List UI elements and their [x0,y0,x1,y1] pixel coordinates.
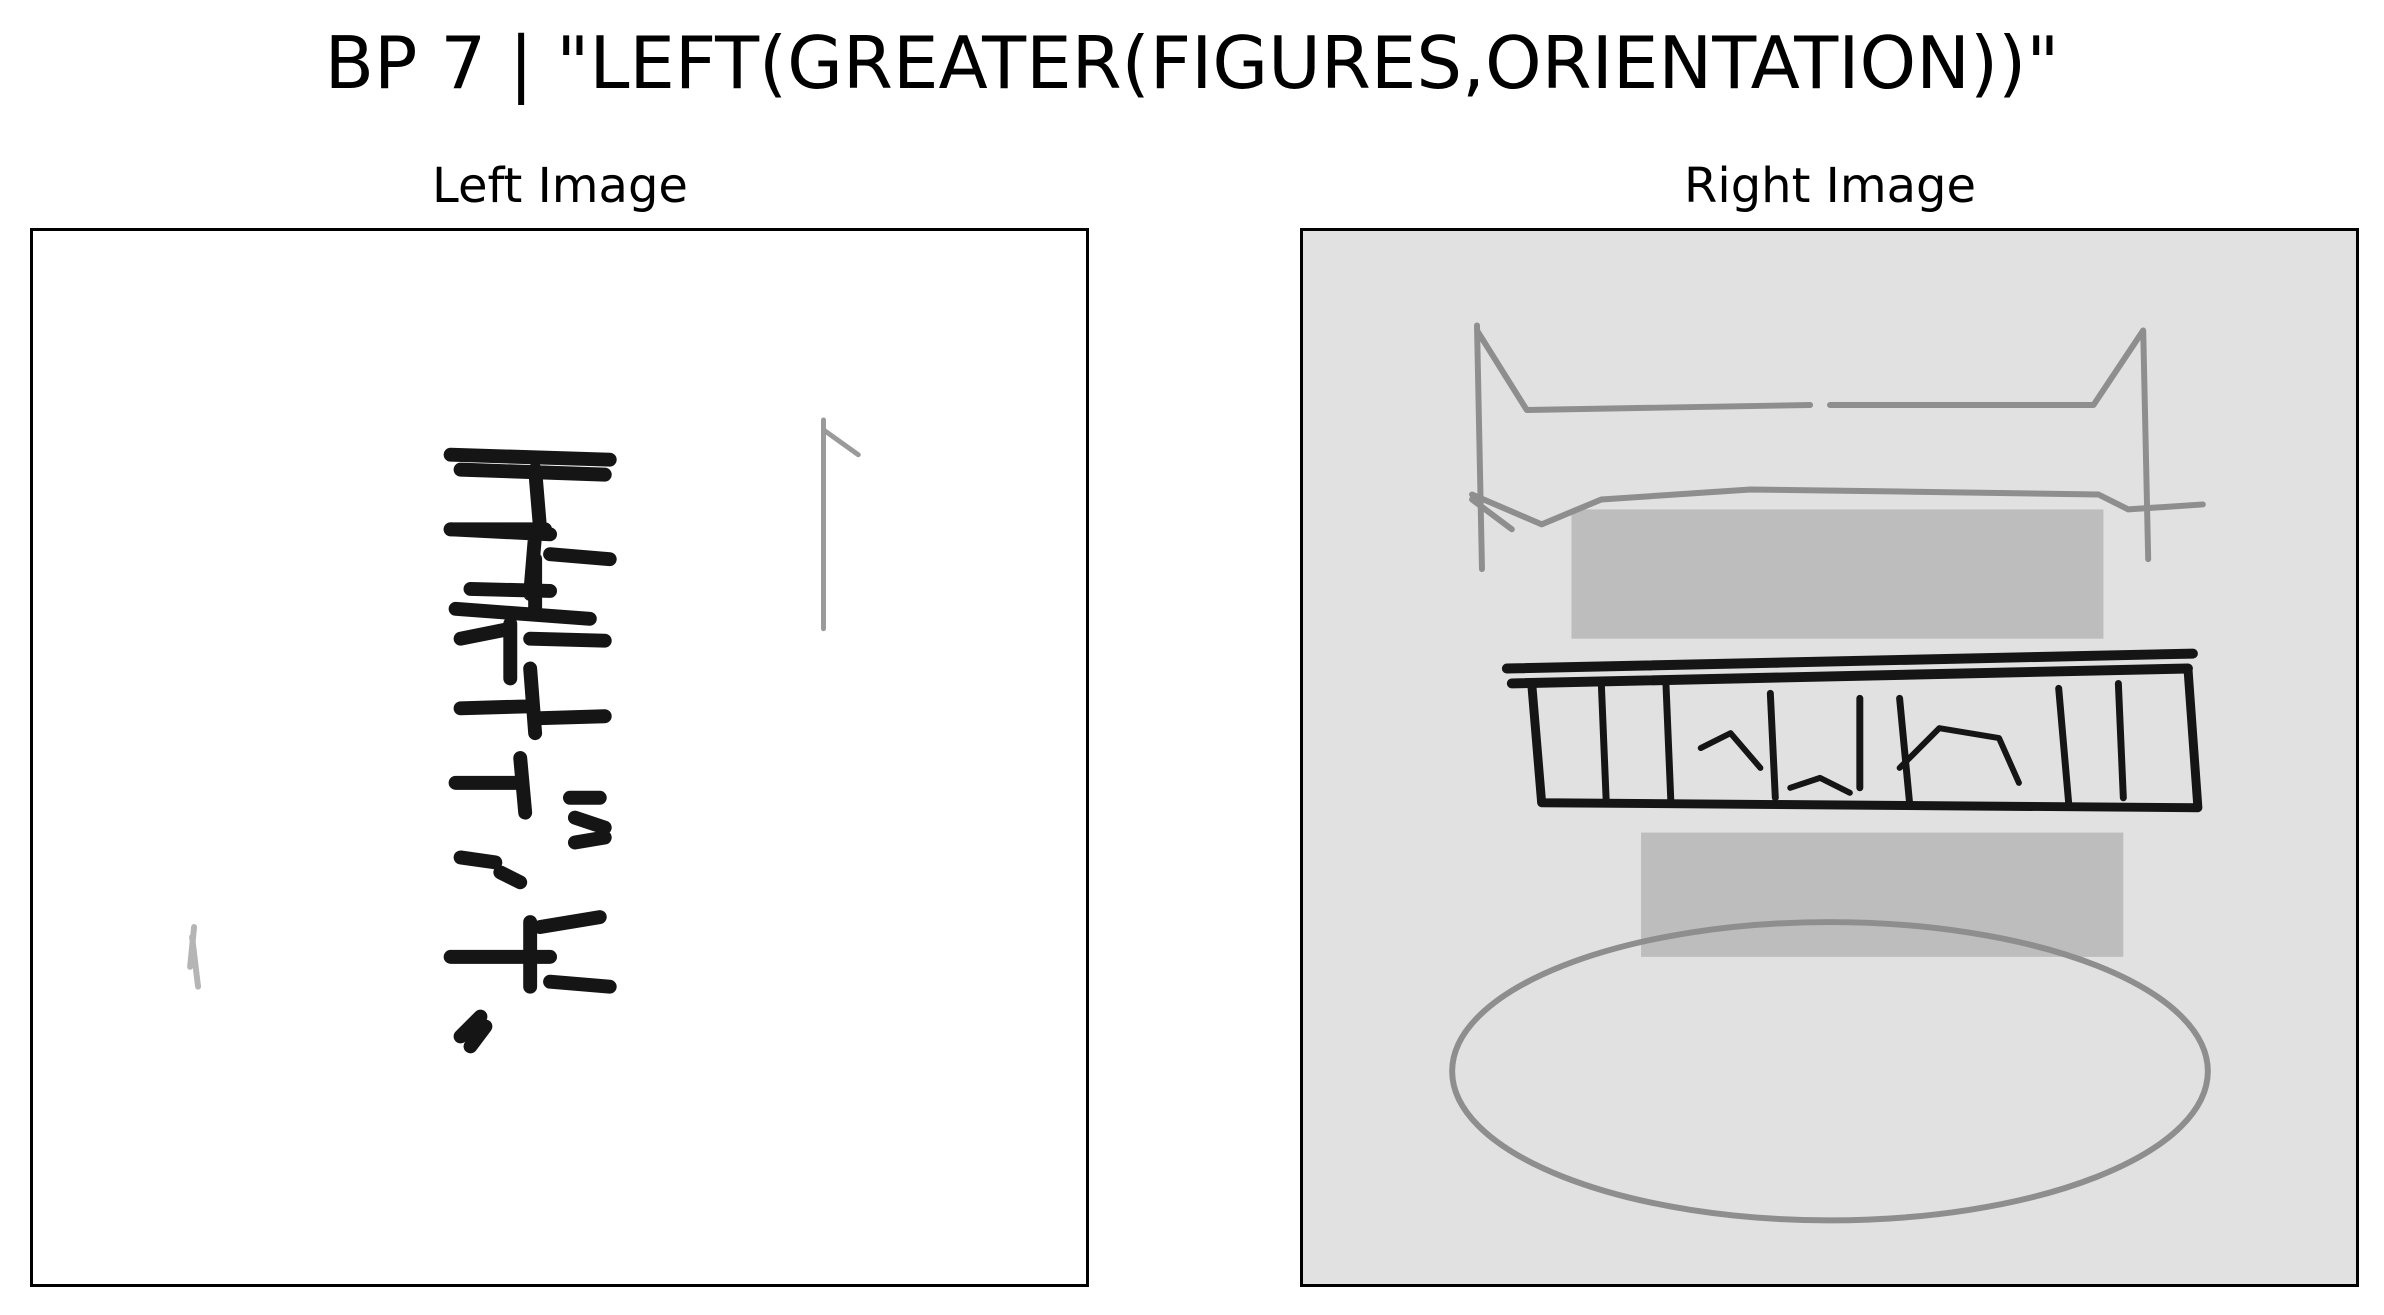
lower-gray-band [1641,832,2124,957]
bottom-ellipse-outline [1449,919,2211,1224]
dark-bar-figure [1501,648,2203,813]
left-image-panel [30,228,1089,1287]
upper-gray-band [1571,509,2104,639]
left-image-title: Left Image [432,158,688,214]
left-stacked-figures [443,447,617,1054]
left-faint-flag-mark [821,417,861,632]
top-bracket-outline [1469,322,2206,573]
left-image-sketch [187,417,861,1054]
right-image-title: Right Image [1684,158,1976,214]
right-image-sketch [1449,322,2211,1224]
figure-title: BP 7 | "LEFT(GREATER(FIGURES,ORIENTATION… [324,21,2060,105]
left-faint-stroke-mark [187,924,202,990]
right-image-panel [1300,228,2359,1287]
